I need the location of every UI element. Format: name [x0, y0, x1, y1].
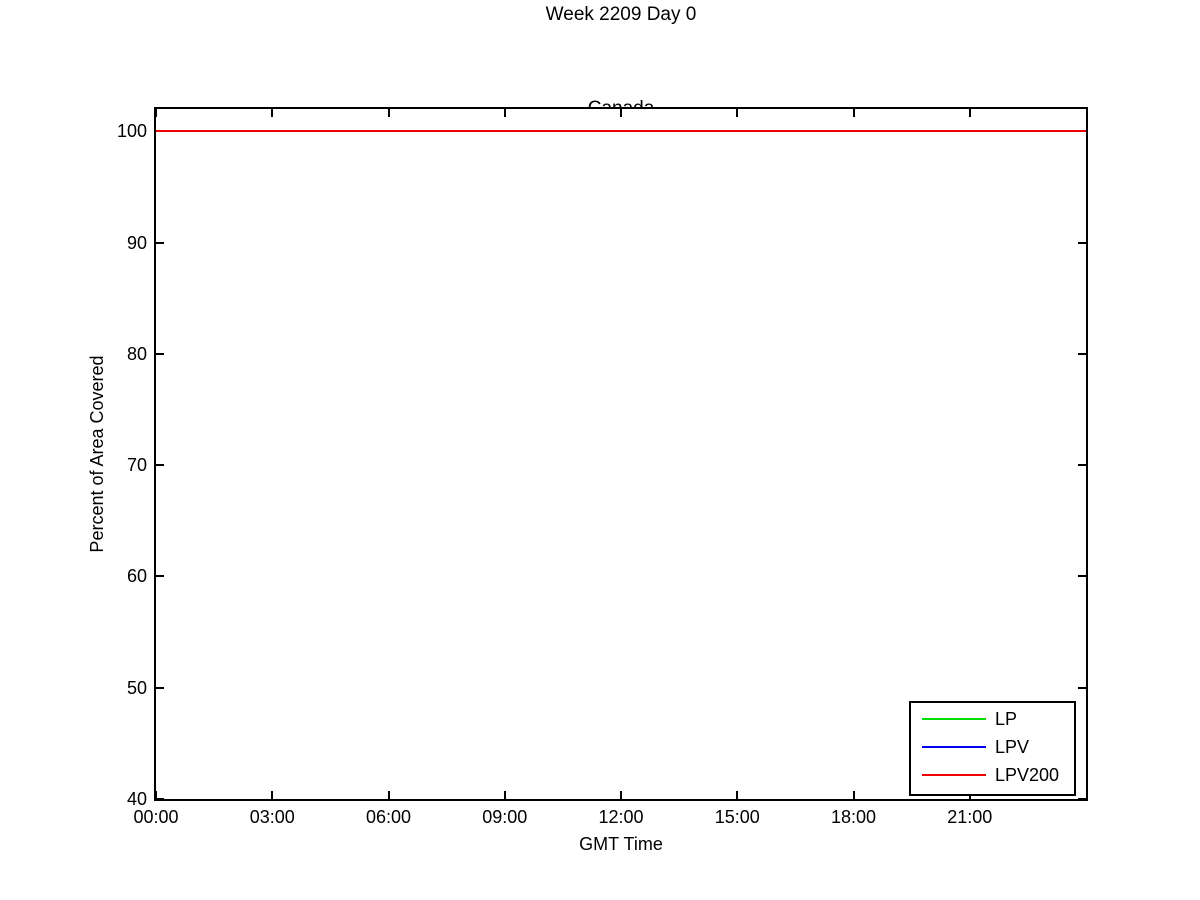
x-tick-bottom: [155, 791, 157, 799]
x-tick-label: 12:00: [598, 807, 644, 827]
legend-item-label: LP: [995, 709, 1018, 729]
x-axis-label: GMT Time: [579, 834, 663, 854]
y-axis-label: Percent of Area Covered: [87, 355, 107, 553]
y-tick-label: 90: [126, 232, 147, 253]
legend-item-label: LPV200: [995, 765, 1060, 785]
y-tick-right: [1078, 464, 1086, 467]
x-tick-label: 00:00: [133, 807, 179, 827]
y-tick-left: [156, 352, 164, 355]
x-tick-bottom: [271, 791, 274, 799]
x-tick-top: [271, 109, 274, 117]
y-tick-left: [156, 464, 164, 467]
x-tick-bottom: [852, 791, 855, 799]
x-tick-top: [852, 109, 855, 117]
plot-area: [154, 107, 1088, 801]
y-tick-right: [1078, 241, 1086, 244]
y-tick-label: 40: [126, 789, 147, 809]
x-tick-top: [736, 109, 739, 117]
x-tick-top: [503, 109, 506, 117]
x-tick-top: [968, 109, 971, 117]
y-tick-left: [156, 575, 164, 578]
y-tick-label: 70: [126, 455, 147, 476]
legend-item-label: LPV: [995, 737, 1030, 757]
figure-title: Week 2209 Day 0: [545, 4, 697, 25]
legend-line-swatch: [922, 774, 986, 776]
x-tick-bottom: [503, 791, 506, 799]
y-tick-left: [156, 798, 164, 800]
x-tick-label: 06:00: [365, 807, 412, 827]
y-tick-right: [1078, 575, 1086, 578]
y-tick-label: 80: [126, 343, 147, 364]
y-tick-label: 60: [126, 566, 147, 587]
legend-item-lp: LP: [911, 705, 1074, 733]
x-tick-label: 15:00: [714, 807, 760, 827]
series-line-lpv200: [156, 130, 1086, 132]
x-tick-bottom: [387, 791, 390, 799]
x-tick-top: [155, 109, 157, 117]
y-tick-left: [156, 686, 164, 689]
y-tick-label: 50: [126, 677, 147, 698]
legend-line-swatch: [922, 718, 986, 720]
y-tick-right: [1078, 686, 1086, 689]
x-tick-label: 03:00: [249, 807, 295, 827]
x-tick-top: [620, 109, 622, 117]
x-tick-bottom: [620, 791, 622, 799]
x-tick-label: 09:00: [482, 807, 528, 827]
legend: LP LPV LPV200: [909, 701, 1076, 796]
y-tick-right: [1078, 798, 1086, 800]
x-tick-top: [387, 109, 390, 117]
legend-line-swatch: [922, 746, 986, 748]
x-tick-bottom: [736, 791, 739, 799]
legend-item-lpv: LPV: [911, 733, 1074, 761]
y-tick-left: [156, 241, 164, 244]
legend-item-lpv200: LPV200: [911, 761, 1074, 789]
y-tick-label: 100: [116, 121, 147, 142]
x-tick-label: 18:00: [830, 807, 877, 827]
y-tick-right: [1078, 352, 1086, 355]
x-tick-label: 21:00: [947, 807, 993, 827]
